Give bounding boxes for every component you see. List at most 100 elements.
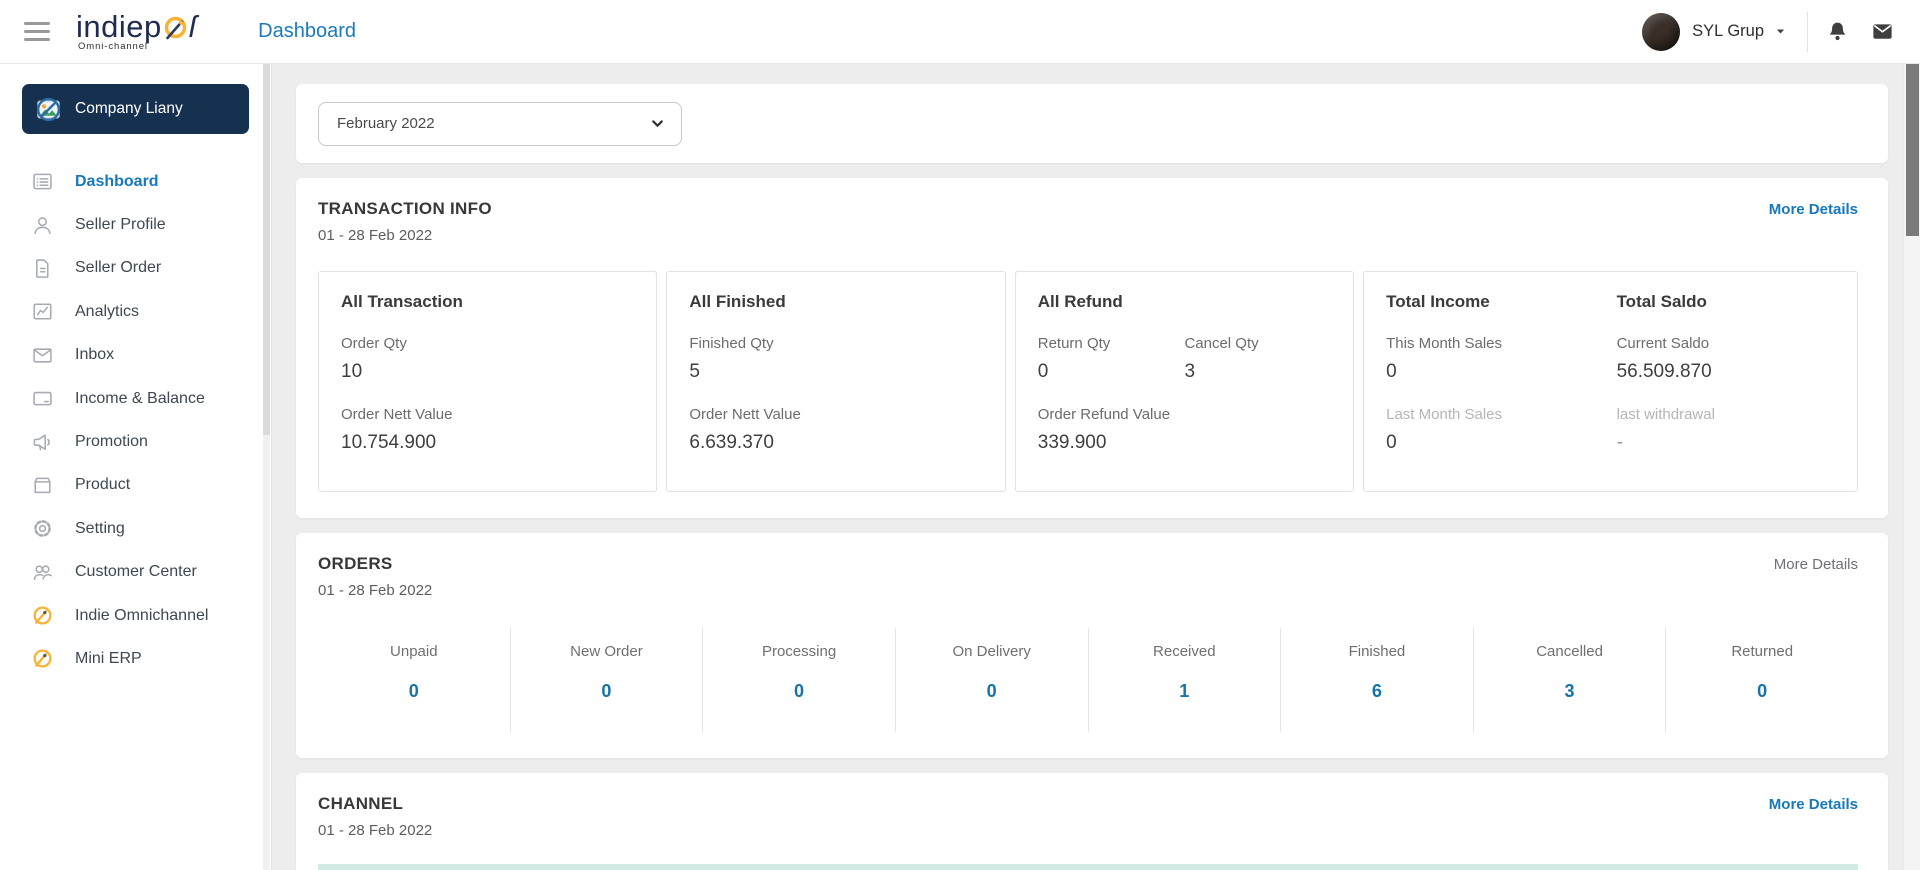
people-icon (33, 565, 52, 580)
order-status-label: Processing (761, 643, 837, 660)
top-bar: indiep ſ Omni-channel Dashboard SYL Grup (0, 0, 1920, 64)
stat-label: Order Qty (341, 335, 407, 352)
order-status-value: 0 (1757, 681, 1768, 701)
stat-value: 10.754.900 (341, 432, 437, 453)
stat-value: - (1616, 432, 1623, 453)
order-status-received: Received 1 (1089, 628, 1282, 732)
main-content: February 2022 TRANSACTION INFO 01 - 28 F… (272, 64, 1920, 870)
stat: Order Nett Value 6.639.370 (689, 406, 982, 454)
order-status-unpaid: Unpaid 0 (318, 628, 511, 732)
stat: Order Refund Value 339.900 (1038, 406, 1331, 454)
totals-card: Total Income This Month Sales 0 Last Mon… (1363, 271, 1858, 492)
order-status-label: New Order (570, 643, 643, 660)
sidebar-scrollbar[interactable] (263, 64, 270, 870)
sidebar-item-indie-omnichannel[interactable]: Indie Omnichannel (0, 594, 271, 637)
stat: Current Saldo 56.509.870 (1617, 335, 1835, 383)
page-title: Dashboard (258, 20, 356, 42)
stat-label: Return Qty (1037, 335, 1111, 352)
order-status-returned: Returned 0 (1666, 628, 1858, 732)
envelope-icon (33, 348, 52, 363)
page-scrollbar-thumb[interactable] (1906, 64, 1919, 236)
page-scrollbar[interactable] (1903, 64, 1920, 870)
company-banner[interactable]: Company Liany (22, 84, 249, 134)
order-status-cancelled: Cancelled 3 (1474, 628, 1667, 732)
document-icon (36, 259, 49, 278)
sidebar-item-analytics[interactable]: Analytics (0, 290, 271, 333)
stat-label: Order Refund Value (1037, 406, 1171, 423)
stat-label: Order Nett Value (341, 406, 453, 423)
order-statuses-row: Unpaid 0 New Order 0 Processing 0 On Del… (318, 628, 1858, 732)
total-saldo-column: Total Saldo Current Saldo 56.509.870 las… (1617, 292, 1835, 471)
sidebar-item-income-balance[interactable]: Income & Balance (0, 377, 271, 420)
section-date-range: 01 - 28 Feb 2022 (318, 582, 433, 599)
sidebar-item-label: Customer Center (75, 563, 197, 581)
transaction-more-details-link[interactable]: More Details (1768, 201, 1858, 218)
box-icon (34, 477, 51, 494)
menu-icon[interactable] (24, 22, 50, 41)
stat: Finished Qty 5 (689, 335, 982, 383)
all-refund-card: All Refund Return Qty 0 Cancel Qty 3 (1014, 271, 1355, 492)
stat-value: 0 (1386, 432, 1397, 453)
stat-label: Last Month Sales (1386, 406, 1503, 423)
stat: Last Month Sales 0 (1386, 406, 1604, 454)
sidebar-item-label: Product (75, 476, 131, 494)
stat-label: Cancel Qty (1184, 335, 1259, 352)
brand-text-prefix: indiep (76, 8, 162, 44)
sidebar-item-label: Seller Profile (75, 216, 166, 234)
sidebar-scrollbar-thumb[interactable] (263, 64, 270, 435)
card-title: All Refund (1037, 292, 1123, 311)
avatar[interactable] (1642, 12, 1681, 51)
sidebar-item-label: Promotion (75, 433, 148, 451)
stat: last withdrawal - (1617, 406, 1835, 454)
sidebar-nav: Dashboard Seller Profile Seller Order (0, 160, 271, 681)
sidebar-item-inbox[interactable]: Inbox (0, 334, 271, 377)
sidebar-item-seller-order[interactable]: Seller Order (0, 247, 271, 290)
order-status-label: Returned (1731, 643, 1794, 660)
sidebar-item-product[interactable]: Product (0, 464, 271, 507)
analytics-icon (33, 303, 52, 320)
card-title: All Finished (689, 292, 786, 311)
brand-logo: indiep ſ Omni-channel (76, 8, 196, 52)
megaphone-icon (33, 434, 50, 450)
indie-circle-icon (33, 606, 52, 625)
month-select[interactable]: February 2022 (318, 101, 682, 146)
sidebar-item-label: Inbox (75, 346, 115, 364)
order-status-label: Received (1153, 643, 1216, 660)
bell-icon[interactable] (1826, 20, 1849, 43)
sidebar-item-seller-profile[interactable]: Seller Profile (0, 203, 271, 246)
sidebar-item-mini-erp[interactable]: Mini ERP (0, 637, 271, 680)
page-body: Company Liany Dashboard Seller Profile (0, 64, 1920, 870)
caret-down-icon[interactable] (1774, 25, 1787, 38)
sidebar-item-customer-center[interactable]: Customer Center (0, 551, 271, 594)
gear-icon (34, 520, 51, 538)
chevron-down-icon (652, 120, 663, 127)
refund-qty-row: Return Qty 0 Cancel Qty 3 (1038, 312, 1331, 383)
order-status-label: Finished (1348, 643, 1406, 660)
stat-value: 0 (1037, 361, 1049, 382)
orders-more-details-link[interactable]: More Details (1773, 556, 1858, 573)
stat-label: Current Saldo (1616, 335, 1710, 352)
stat: Return Qty 0 (1038, 335, 1185, 383)
channel-table-header-strip (318, 864, 1858, 870)
header-divider (1807, 11, 1808, 52)
order-status-label: Cancelled (1536, 643, 1603, 660)
credit-card-icon (33, 391, 52, 406)
top-right-cluster: SYL Grup (1642, 11, 1894, 52)
sidebar-item-label: Seller Order (75, 259, 162, 277)
total-income-column: Total Income This Month Sales 0 Last Mon… (1386, 292, 1604, 471)
mail-icon[interactable] (1871, 20, 1894, 43)
channel-section: CHANNEL 01 - 28 Feb 2022 More Details (296, 773, 1888, 870)
sidebar-item-dashboard[interactable]: Dashboard (0, 160, 271, 203)
user-name[interactable]: SYL Grup (1692, 22, 1764, 40)
company-name: Company Liany (75, 100, 183, 117)
channel-more-details-link[interactable]: More Details (1768, 796, 1858, 813)
transaction-info-section: TRANSACTION INFO 01 - 28 Feb 2022 More D… (296, 178, 1888, 518)
sidebar-item-label: Analytics (75, 302, 140, 320)
order-status-label: Unpaid (390, 643, 438, 660)
card-title: Total Saldo (1616, 292, 1707, 311)
sidebar-item-promotion[interactable]: Promotion (0, 420, 271, 463)
sidebar-item-setting[interactable]: Setting (0, 507, 271, 550)
section-date-range: 01 - 28 Feb 2022 (318, 227, 433, 244)
order-status-finished: Finished 6 (1281, 628, 1474, 732)
